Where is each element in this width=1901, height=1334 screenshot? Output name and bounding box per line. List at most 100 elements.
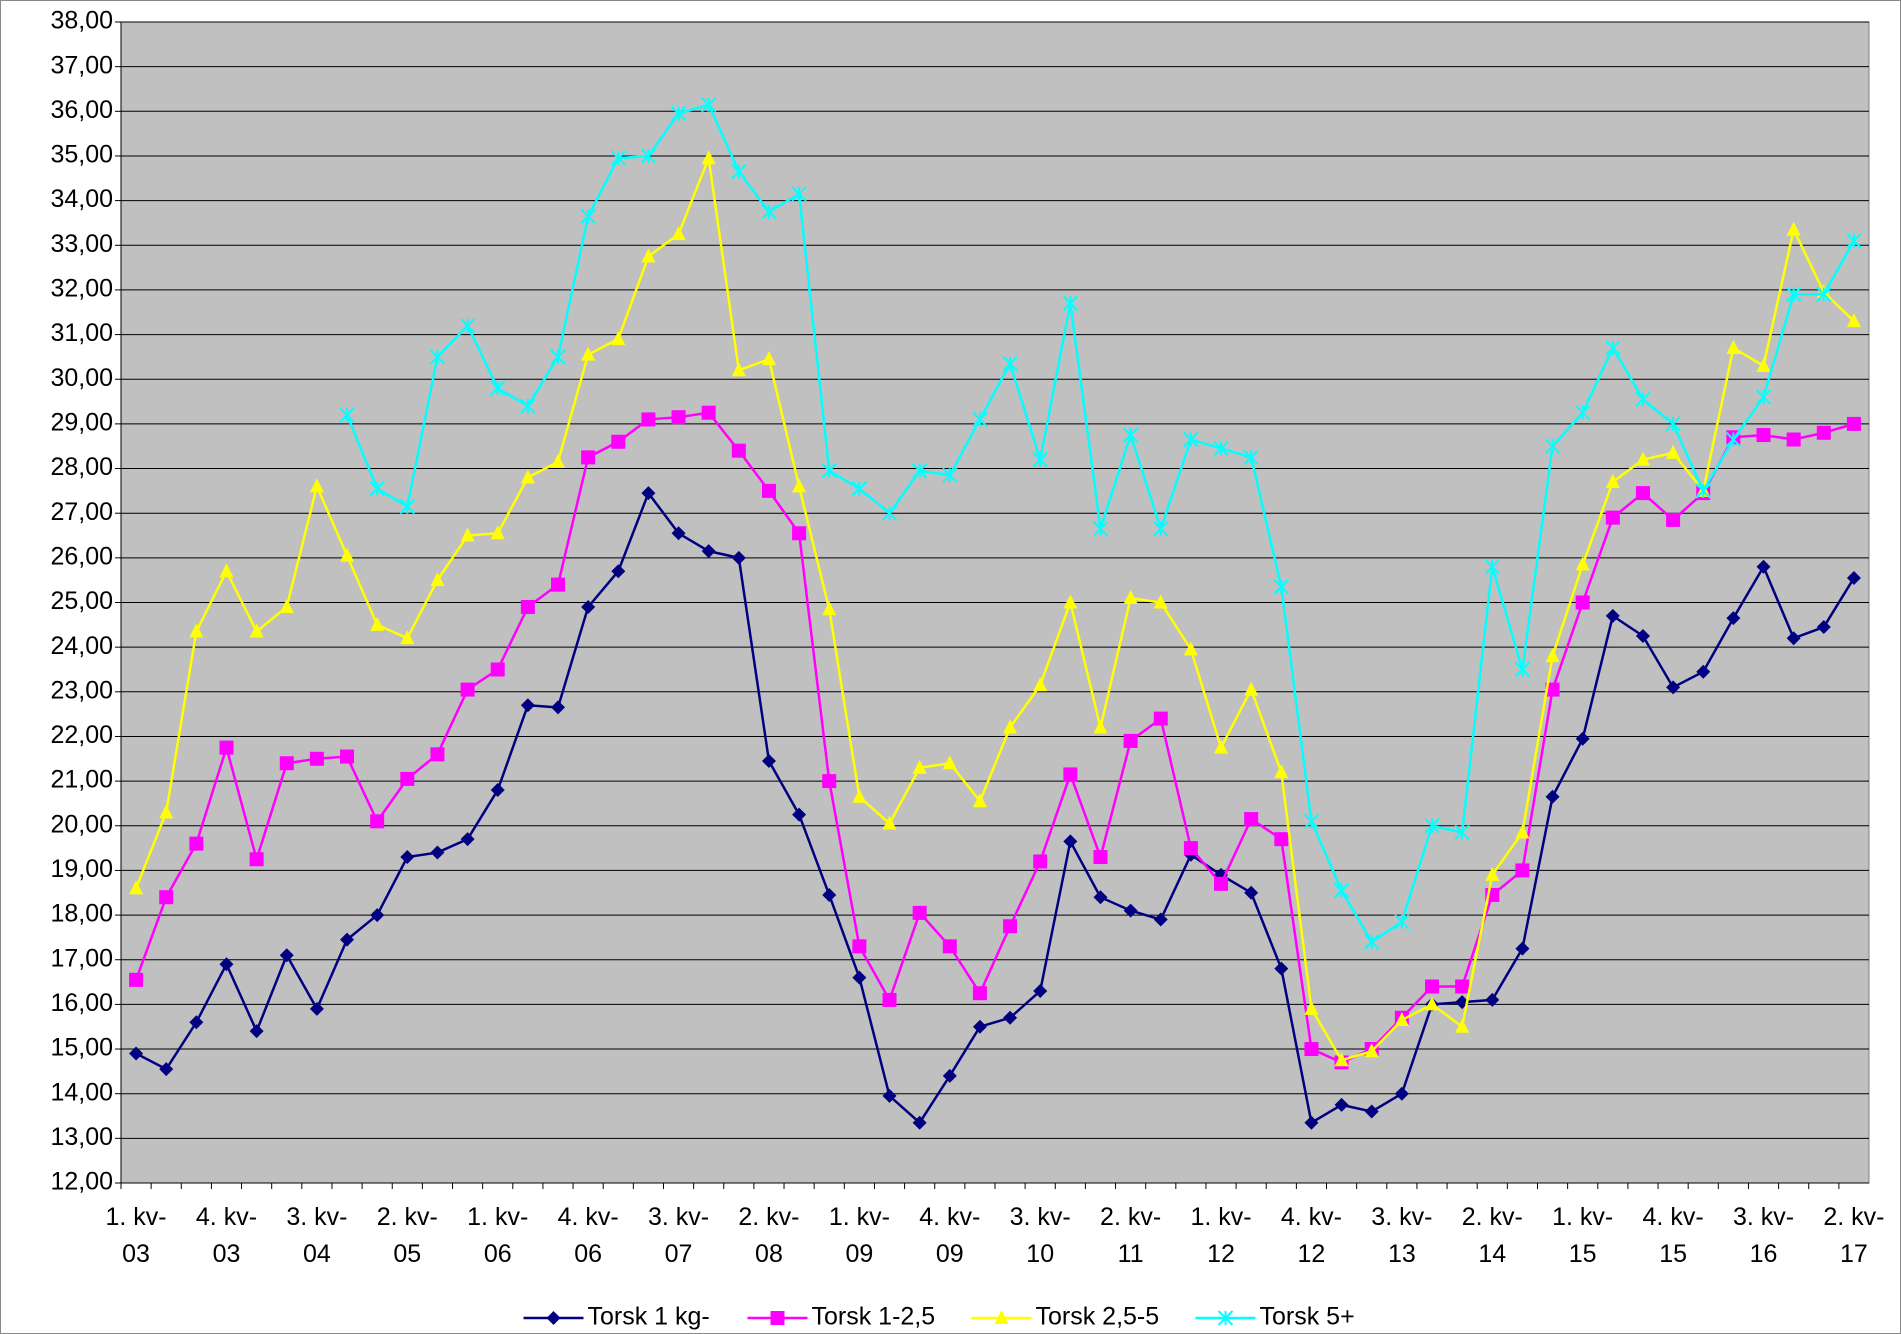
data-point [822, 774, 837, 789]
data-point [671, 226, 686, 241]
data-point [822, 601, 837, 616]
y-tick-label: 38,00 [50, 7, 113, 35]
data-point [551, 577, 565, 592]
data-point [1575, 595, 1590, 610]
x-tick-label: 4. kv-15 [1643, 1203, 1704, 1268]
data-point [581, 450, 596, 465]
data-point [1063, 594, 1078, 609]
data-point [821, 463, 837, 479]
data-point [1093, 890, 1108, 905]
data-point [701, 544, 716, 559]
y-tick-label: 25,00 [50, 587, 113, 615]
data-point [942, 1068, 957, 1083]
data-point [430, 572, 445, 587]
data-point [1846, 313, 1861, 328]
x-tick-label: 4. kv-06 [558, 1203, 619, 1268]
data-point [761, 351, 776, 366]
legend-marker [1217, 1310, 1234, 1326]
x-tick-label: 3. kv-07 [648, 1203, 709, 1268]
data-point [1485, 992, 1500, 1007]
data-point [1002, 355, 1018, 372]
data-point [852, 788, 867, 803]
data-point [1062, 295, 1079, 312]
data-point [942, 939, 957, 954]
data-point [1093, 719, 1108, 734]
x-tick-label: 4. kv-03 [196, 1203, 257, 1268]
data-point [882, 815, 897, 830]
data-point [761, 754, 776, 769]
data-point [309, 751, 324, 766]
data-point [429, 349, 446, 365]
data-point [1665, 416, 1681, 432]
data-point [1424, 818, 1440, 834]
data-point [340, 932, 355, 947]
data-point [1485, 866, 1500, 881]
data-point [1484, 559, 1500, 575]
data-point [550, 349, 566, 365]
y-tick-label: 17,00 [50, 944, 113, 972]
data-point [701, 405, 716, 420]
data-point [1394, 1086, 1409, 1101]
data-point [792, 526, 807, 541]
data-point [731, 550, 746, 565]
data-point [1605, 340, 1621, 356]
data-point [460, 832, 475, 847]
y-tick-label: 16,00 [50, 989, 113, 1017]
data-point [1032, 451, 1048, 468]
data-point [912, 905, 927, 920]
y-tick-label: 36,00 [50, 96, 113, 124]
data-point [340, 547, 355, 562]
data-point [791, 186, 807, 202]
data-point [1093, 850, 1108, 865]
data-point [490, 783, 505, 798]
data-point [972, 793, 987, 808]
x-tick-label: 3. kv-04 [286, 1203, 347, 1268]
data-point [189, 836, 204, 851]
data-point [1033, 854, 1048, 869]
x-tick-label: 3. kv-16 [1733, 1203, 1794, 1268]
data-point [219, 957, 234, 972]
data-point [1244, 812, 1259, 827]
y-tick-label: 37,00 [50, 51, 113, 79]
y-tick-label: 33,00 [50, 230, 113, 258]
data-point [1394, 914, 1410, 930]
data-point [370, 616, 385, 631]
data-point [1033, 983, 1048, 998]
data-point [972, 986, 987, 1001]
data-point [942, 467, 958, 483]
data-point [1333, 882, 1350, 899]
data-point [1153, 912, 1168, 927]
data-point [822, 887, 837, 902]
data-point [1003, 719, 1018, 734]
legend-marker [546, 1311, 561, 1325]
data-point [1816, 425, 1831, 440]
data-point [581, 346, 596, 361]
legend-marker [994, 1310, 1009, 1324]
data-point [1635, 486, 1650, 501]
data-point [1786, 221, 1801, 236]
data-point [490, 525, 505, 540]
data-point [912, 759, 927, 774]
data-point [1364, 1104, 1379, 1119]
data-point [1605, 510, 1620, 525]
data-point [129, 972, 144, 987]
data-point [400, 630, 415, 645]
data-point [1063, 834, 1078, 849]
data-point [129, 880, 144, 895]
data-point [1033, 677, 1048, 692]
data-point [279, 598, 294, 613]
y-tick-label: 12,00 [50, 1168, 113, 1196]
data-point [309, 478, 324, 493]
data-point [369, 480, 385, 497]
data-point [1545, 682, 1560, 697]
data-point [1846, 570, 1861, 585]
y-tick-label: 29,00 [50, 408, 113, 436]
data-point [1214, 739, 1229, 754]
data-point [1153, 594, 1168, 609]
x-tick-label: 3. kv-10 [1010, 1203, 1071, 1268]
data-point [852, 939, 867, 954]
x-tick-label: 4. kv-12 [1281, 1203, 1342, 1268]
data-point [370, 908, 385, 923]
data-point [1092, 521, 1109, 537]
